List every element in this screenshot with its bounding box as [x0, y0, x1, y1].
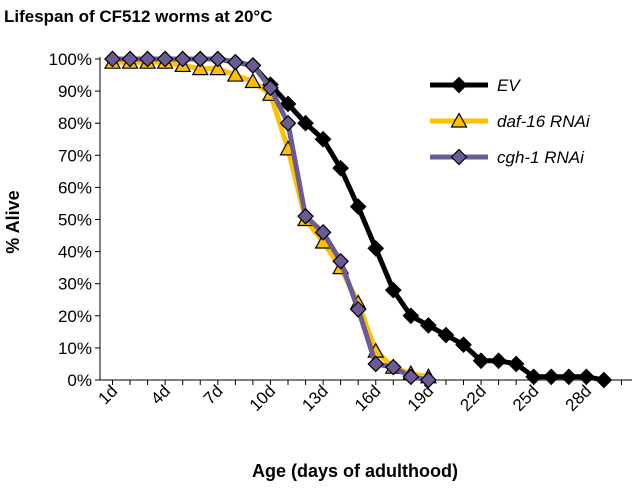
- data-point: [420, 371, 437, 389]
- data-point: [174, 50, 192, 68]
- data-point: [139, 50, 156, 68]
- data-point: [209, 50, 227, 68]
- y-tick-label: 20%: [58, 307, 92, 326]
- series-line: [112, 56, 605, 383]
- series-daf-16-rnai: [103, 53, 437, 384]
- y-axis-label: % Alive: [3, 190, 23, 253]
- data-point: [314, 223, 332, 241]
- series-line: [112, 56, 429, 383]
- data-point: [279, 114, 297, 132]
- y-tick-label: 30%: [58, 275, 92, 294]
- x-tick-label: 19d: [404, 381, 437, 414]
- data-point: [472, 352, 490, 370]
- legend-label: daf-16 RNAi: [497, 112, 591, 131]
- x-tick-label: 1d: [95, 381, 122, 408]
- data-point: [279, 95, 297, 113]
- y-tick-label: 0%: [67, 371, 92, 390]
- data-point: [367, 240, 385, 257]
- data-point: [227, 53, 244, 71]
- data-point: [297, 207, 314, 225]
- data-point: [437, 326, 455, 344]
- y-axis-ticks: 0% 10% 20% 30% 40% 50% 60% 70% 80% 90% 100%: [49, 50, 100, 390]
- x-tick-label: 13d: [298, 381, 331, 414]
- series-line: [112, 59, 429, 380]
- data-point: [104, 50, 121, 68]
- y-tick-label: 10%: [58, 339, 92, 358]
- x-tick-label: 4d: [147, 381, 174, 408]
- data-point: [297, 114, 314, 132]
- legend-swatch-marker: [450, 112, 468, 128]
- data-point: [314, 130, 332, 148]
- data-point: [349, 198, 367, 216]
- data-point: [455, 336, 472, 354]
- data-point: [244, 72, 262, 89]
- legend-label: EV: [497, 76, 521, 95]
- legend-label: cgh-1 RNAi: [497, 148, 585, 167]
- x-tick-label: 10d: [246, 381, 279, 414]
- data-point: [384, 281, 402, 299]
- data-point: [332, 159, 349, 177]
- x-tick-label: 16d: [351, 381, 384, 414]
- x-axis-ticks: 1d 4d 7d 10d 13d 16d 19d 22d 25d 28d: [95, 380, 622, 415]
- legend-swatch-marker: [450, 148, 468, 166]
- data-point: [542, 368, 560, 386]
- data-point: [420, 317, 437, 334]
- data-point: [402, 307, 420, 325]
- x-tick-label: 7d: [200, 381, 227, 408]
- legend-swatch-marker: [450, 76, 468, 94]
- data-point: [191, 50, 209, 68]
- chart-title: Lifespan of CF512 worms at 20°C: [4, 7, 272, 26]
- data-point: [595, 371, 613, 389]
- y-tick-label: 90%: [58, 82, 92, 101]
- y-tick-label: 100%: [49, 50, 92, 69]
- x-tick-label: 22d: [456, 381, 489, 414]
- data-point: [156, 50, 174, 68]
- y-tick-label: 70%: [58, 146, 92, 165]
- data-point: [349, 301, 367, 318]
- data-point: [560, 368, 578, 386]
- data-point: [191, 59, 209, 76]
- data-point: [402, 368, 420, 386]
- data-point: [209, 59, 227, 76]
- data-point: [490, 352, 507, 370]
- y-tick-label: 50%: [58, 211, 92, 230]
- x-tick-label: 28d: [562, 381, 595, 414]
- data-point: [507, 355, 525, 373]
- data-point: [578, 368, 595, 386]
- data-point: [332, 252, 349, 270]
- x-axis-label: Age (days of adulthood): [252, 461, 458, 481]
- data-point: [121, 50, 139, 68]
- y-tick-label: 80%: [58, 114, 92, 133]
- y-tick-label: 40%: [58, 243, 92, 262]
- data-point: [226, 66, 244, 82]
- plot-area: [103, 50, 613, 389]
- y-tick-label: 60%: [58, 178, 92, 197]
- series-cgh-1-rnai: [104, 50, 437, 389]
- data-point: [367, 355, 385, 373]
- x-tick-label: 25d: [509, 381, 542, 414]
- data-point: [244, 57, 262, 74]
- legend: EV daf-16 RNAi cgh-1 RNAi: [430, 76, 591, 167]
- data-point: [384, 358, 402, 376]
- data-point: [525, 368, 543, 386]
- data-point: [262, 79, 279, 97]
- series-ev: [104, 50, 613, 389]
